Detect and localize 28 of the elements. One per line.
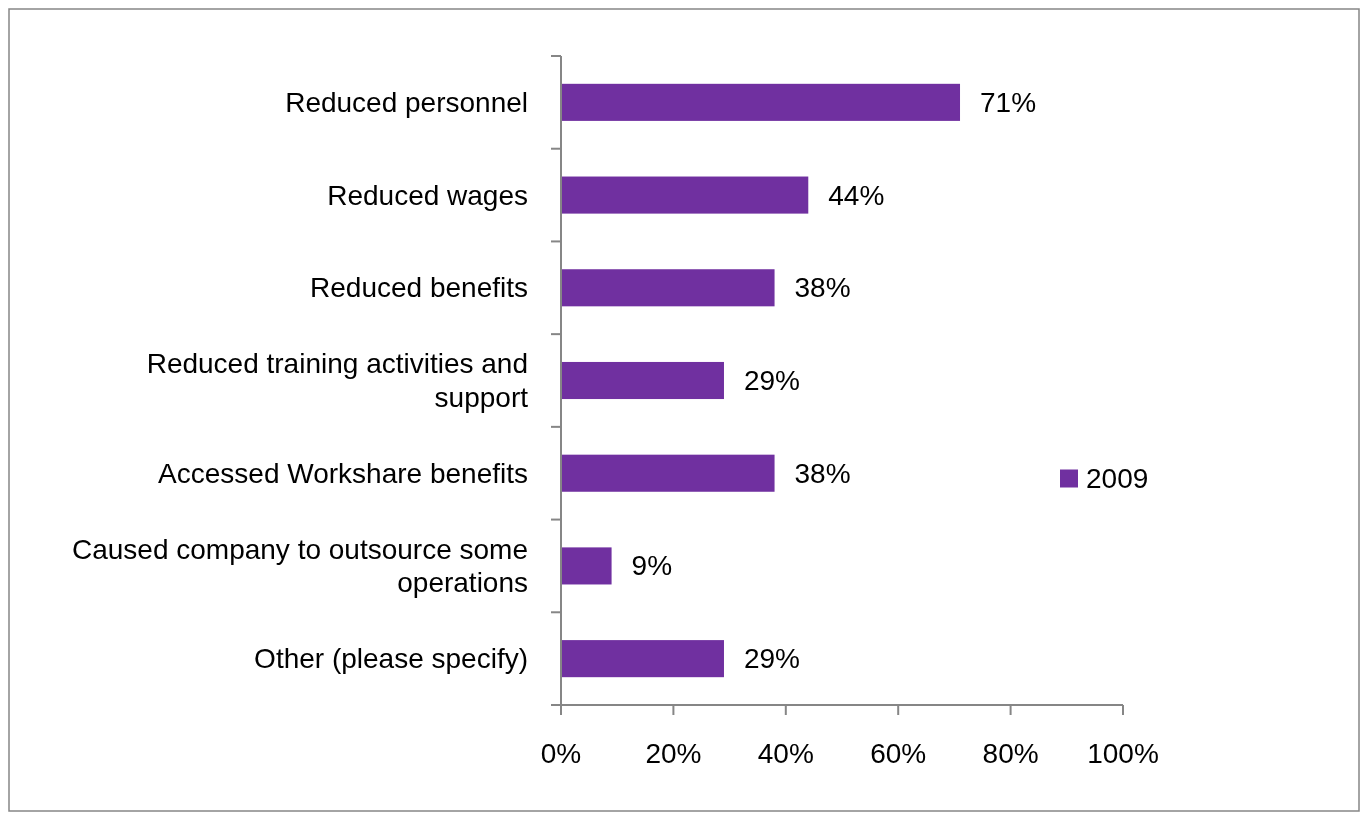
y-tick-label: Reduced wages — [327, 179, 528, 211]
bar — [561, 83, 961, 121]
x-tick-label: 100% — [1087, 738, 1159, 769]
data-label: 29% — [743, 365, 801, 396]
bar — [561, 176, 809, 214]
x-tick-label: 0% — [540, 738, 582, 769]
legend-label: 2009 — [1086, 463, 1149, 494]
data-label: 71% — [980, 86, 1037, 118]
y-tick-label: Reduced personnel — [285, 86, 528, 118]
y-tick-label: Accessed Workshare benefits — [158, 457, 528, 489]
bar — [561, 454, 775, 492]
data-label: 38% — [794, 272, 851, 304]
data-label: 38% — [794, 457, 851, 489]
y-tick-label: Reduced training activities and support — [146, 348, 529, 413]
x-tick-label: 80% — [982, 738, 1039, 769]
x-tick-label: 40% — [757, 738, 814, 769]
data-label: 44% — [828, 179, 885, 211]
bar — [561, 547, 612, 585]
data-label: 29% — [743, 643, 801, 675]
y-tick-label: Other (please specify) — [254, 643, 528, 675]
y-tick-label: Caused company to outsource some operations — [71, 533, 528, 599]
x-tick-label: 20% — [645, 738, 702, 769]
y-tick-label: Reduced benefits — [310, 272, 528, 304]
x-tick-label: 60% — [870, 738, 927, 769]
bar — [561, 361, 724, 400]
bar — [561, 269, 775, 307]
data-label: 9% — [631, 550, 673, 582]
bar — [561, 640, 724, 678]
